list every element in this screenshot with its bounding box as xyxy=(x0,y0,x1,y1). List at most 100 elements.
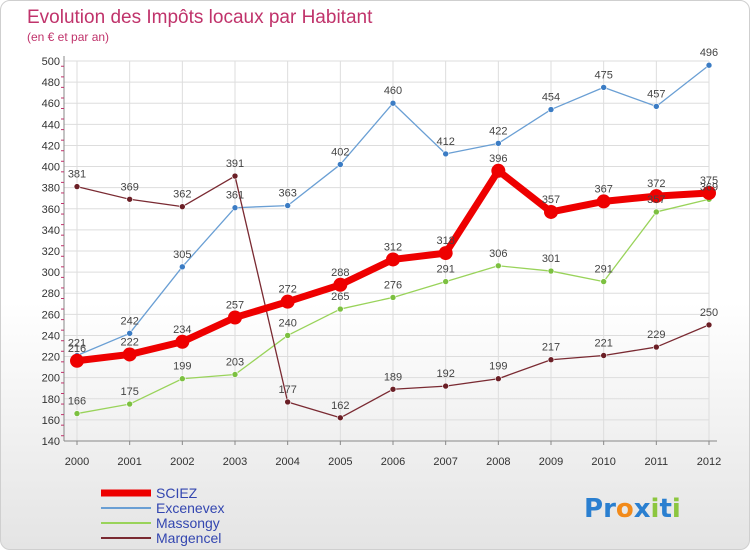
data-label-sciez: 288 xyxy=(331,267,349,279)
data-point-margencel xyxy=(442,382,449,390)
data-point-massongy xyxy=(547,267,555,275)
data-label-sciez: 375 xyxy=(700,175,718,187)
data-point-massongy xyxy=(442,278,449,285)
x-tick-label: 2008 xyxy=(486,456,510,468)
data-point-excenevex xyxy=(231,204,239,212)
data-point-margencel xyxy=(73,183,81,190)
data-label-massongy: 357 xyxy=(647,194,665,206)
logo-letter: o xyxy=(616,494,634,524)
data-labels: 216 222 234 257 272 288 312 318 396 357 367 372 375 2… xyxy=(68,47,718,412)
data-point-massongy xyxy=(231,371,239,378)
data-point-massongy xyxy=(600,278,607,285)
data-label-excenevex: 305 xyxy=(173,249,191,261)
data-label-margencel: 369 xyxy=(120,181,138,193)
x-tick-label: 2010 xyxy=(591,456,615,468)
data-point-excenevex xyxy=(126,330,133,337)
data-label-sciez: 272 xyxy=(278,284,296,296)
data-point-sciez xyxy=(228,310,242,325)
logo-letter: i xyxy=(651,494,660,524)
x-tick-label: 2007 xyxy=(433,456,457,468)
data-point-excenevex xyxy=(442,150,449,158)
data-point-margencel xyxy=(284,398,291,406)
y-tick-label: 420 xyxy=(42,140,60,152)
y-tick-label: 440 xyxy=(42,119,60,131)
data-label-margencel: 199 xyxy=(489,361,507,373)
data-label-excenevex: 475 xyxy=(594,69,612,81)
data-point-sciez xyxy=(175,334,190,349)
data-label-margencel: 381 xyxy=(68,169,86,181)
data-point-margencel xyxy=(389,385,397,393)
data-point-massongy xyxy=(389,294,397,301)
data-label-sciez: 357 xyxy=(542,194,560,206)
data-label-sciez: 222 xyxy=(120,336,138,348)
data-label-excenevex: 242 xyxy=(120,315,138,327)
data-label-excenevex: 221 xyxy=(68,338,86,350)
y-tick-label: 500 xyxy=(42,56,60,68)
y-tick-label: 140 xyxy=(42,436,60,448)
data-label-massongy: 265 xyxy=(331,291,349,303)
axes: 140 160 180 200 220 240 260 280 300 320 340 360 380 4… xyxy=(42,56,721,468)
data-label-sciez: 234 xyxy=(173,324,191,336)
data-label-excenevex: 460 xyxy=(384,85,402,97)
data-label-sciez: 372 xyxy=(647,178,665,190)
y-tick-label: 180 xyxy=(42,394,60,406)
data-label-sciez: 367 xyxy=(594,183,612,195)
data-label-sciez: 216 xyxy=(68,343,86,355)
x-tick-label: 2012 xyxy=(697,456,721,468)
data-point-sciez xyxy=(70,353,84,368)
data-label-sciez: 312 xyxy=(384,241,402,253)
logo-letter: P xyxy=(584,494,603,524)
x-tick-label: 2002 xyxy=(170,456,194,468)
data-label-sciez: 257 xyxy=(226,300,244,312)
data-label-massongy: 166 xyxy=(68,396,86,408)
data-label-excenevex: 496 xyxy=(700,47,718,59)
data-label-margencel: 221 xyxy=(594,338,612,350)
y-tick-label: 220 xyxy=(42,352,60,364)
data-point-sciez xyxy=(491,163,506,178)
y-tick-label: 380 xyxy=(42,183,60,195)
y-tick-label: 160 xyxy=(42,415,60,427)
data-point-sciez xyxy=(122,347,137,362)
legend-label-massongy: Massongy xyxy=(156,515,220,531)
y-tick-label: 240 xyxy=(42,330,60,342)
data-point-excenevex xyxy=(600,84,607,91)
data-point-sciez xyxy=(544,204,558,219)
y-tick-label: 200 xyxy=(42,373,60,385)
legend-label-sciez: SCIEZ xyxy=(156,485,198,501)
logo-letter: r xyxy=(603,494,616,524)
data-label-massongy: 175 xyxy=(120,386,138,398)
chart-subtitle: (en € et par an) xyxy=(27,30,109,44)
y-tick-label: 460 xyxy=(42,98,60,110)
data-label-massongy: 306 xyxy=(489,248,507,260)
data-point-sciez xyxy=(702,185,716,200)
data-point-massongy xyxy=(179,375,186,383)
data-label-massongy: 276 xyxy=(384,279,402,291)
data-label-excenevex: 412 xyxy=(436,136,454,148)
chart-title: Evolution des Impôts locaux par Habitant xyxy=(27,7,373,28)
data-point-massongy xyxy=(653,208,660,216)
data-label-massongy: 291 xyxy=(594,264,612,276)
logo-letter: t xyxy=(659,494,671,524)
data-label-massongy: 203 xyxy=(226,357,244,369)
data-point-massongy xyxy=(73,410,81,417)
data-point-margencel xyxy=(337,414,344,422)
data-label-margencel: 162 xyxy=(331,400,349,412)
data-point-excenevex xyxy=(179,263,186,271)
data-point-margencel xyxy=(705,321,713,329)
y-tick-label: 260 xyxy=(42,309,60,321)
data-point-excenevex xyxy=(653,103,660,110)
data-label-excenevex: 454 xyxy=(542,92,560,104)
data-label-excenevex: 361 xyxy=(226,190,244,202)
data-point-excenevex xyxy=(284,202,291,209)
data-point-massongy xyxy=(126,400,133,408)
data-label-massongy: 240 xyxy=(278,317,296,329)
data-point-margencel xyxy=(126,195,133,203)
data-label-massongy: 301 xyxy=(542,253,560,265)
data-label-margencel: 192 xyxy=(436,368,454,380)
data-label-sciez: 318 xyxy=(436,235,454,247)
data-label-sciez: 396 xyxy=(489,153,507,165)
data-label-massongy: 291 xyxy=(436,264,454,276)
data-label-excenevex: 422 xyxy=(489,125,507,137)
